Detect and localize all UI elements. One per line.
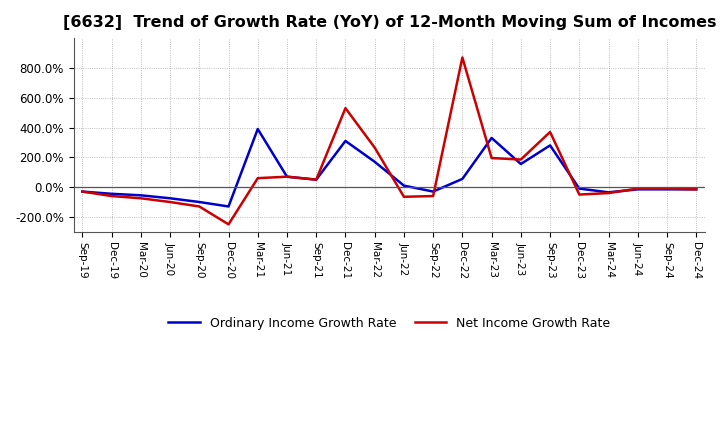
Title: [6632]  Trend of Growth Rate (YoY) of 12-Month Moving Sum of Incomes: [6632] Trend of Growth Rate (YoY) of 12-… bbox=[63, 15, 716, 30]
Ordinary Income Growth Rate bbox=[341, 138, 350, 143]
Ordinary Income Growth Rate bbox=[575, 186, 584, 191]
Net Income Growth Rate bbox=[107, 194, 116, 199]
Net Income Growth Rate bbox=[253, 176, 262, 181]
Net Income Growth Rate bbox=[546, 129, 554, 135]
Ordinary Income Growth Rate bbox=[546, 143, 554, 148]
Net Income Growth Rate bbox=[195, 204, 204, 209]
Ordinary Income Growth Rate bbox=[224, 204, 233, 209]
Net Income Growth Rate bbox=[283, 174, 292, 180]
Net Income Growth Rate bbox=[400, 194, 408, 199]
Net Income Growth Rate bbox=[166, 199, 174, 205]
Ordinary Income Growth Rate bbox=[400, 183, 408, 188]
Ordinary Income Growth Rate bbox=[253, 126, 262, 132]
Net Income Growth Rate bbox=[634, 186, 642, 191]
Ordinary Income Growth Rate bbox=[312, 177, 320, 182]
Net Income Growth Rate bbox=[604, 191, 613, 196]
Ordinary Income Growth Rate bbox=[662, 187, 671, 192]
Ordinary Income Growth Rate bbox=[429, 189, 438, 194]
Net Income Growth Rate bbox=[458, 55, 467, 60]
Ordinary Income Growth Rate bbox=[370, 159, 379, 165]
Net Income Growth Rate bbox=[224, 222, 233, 227]
Net Income Growth Rate bbox=[575, 192, 584, 197]
Line: Ordinary Income Growth Rate: Ordinary Income Growth Rate bbox=[82, 129, 696, 206]
Legend: Ordinary Income Growth Rate, Net Income Growth Rate: Ordinary Income Growth Rate, Net Income … bbox=[163, 312, 615, 335]
Ordinary Income Growth Rate bbox=[137, 193, 145, 198]
Net Income Growth Rate bbox=[662, 186, 671, 191]
Net Income Growth Rate bbox=[370, 145, 379, 150]
Net Income Growth Rate bbox=[692, 187, 701, 192]
Ordinary Income Growth Rate bbox=[78, 189, 86, 194]
Net Income Growth Rate bbox=[487, 155, 496, 161]
Ordinary Income Growth Rate bbox=[604, 190, 613, 195]
Ordinary Income Growth Rate bbox=[107, 191, 116, 196]
Net Income Growth Rate bbox=[429, 194, 438, 199]
Line: Net Income Growth Rate: Net Income Growth Rate bbox=[82, 58, 696, 224]
Net Income Growth Rate bbox=[312, 177, 320, 182]
Ordinary Income Growth Rate bbox=[487, 135, 496, 140]
Ordinary Income Growth Rate bbox=[634, 187, 642, 192]
Ordinary Income Growth Rate bbox=[516, 161, 525, 167]
Net Income Growth Rate bbox=[341, 106, 350, 111]
Net Income Growth Rate bbox=[516, 157, 525, 162]
Ordinary Income Growth Rate bbox=[283, 174, 292, 180]
Net Income Growth Rate bbox=[78, 189, 86, 194]
Net Income Growth Rate bbox=[137, 196, 145, 201]
Ordinary Income Growth Rate bbox=[692, 187, 701, 192]
Ordinary Income Growth Rate bbox=[166, 196, 174, 201]
Ordinary Income Growth Rate bbox=[458, 176, 467, 182]
Ordinary Income Growth Rate bbox=[195, 199, 204, 205]
